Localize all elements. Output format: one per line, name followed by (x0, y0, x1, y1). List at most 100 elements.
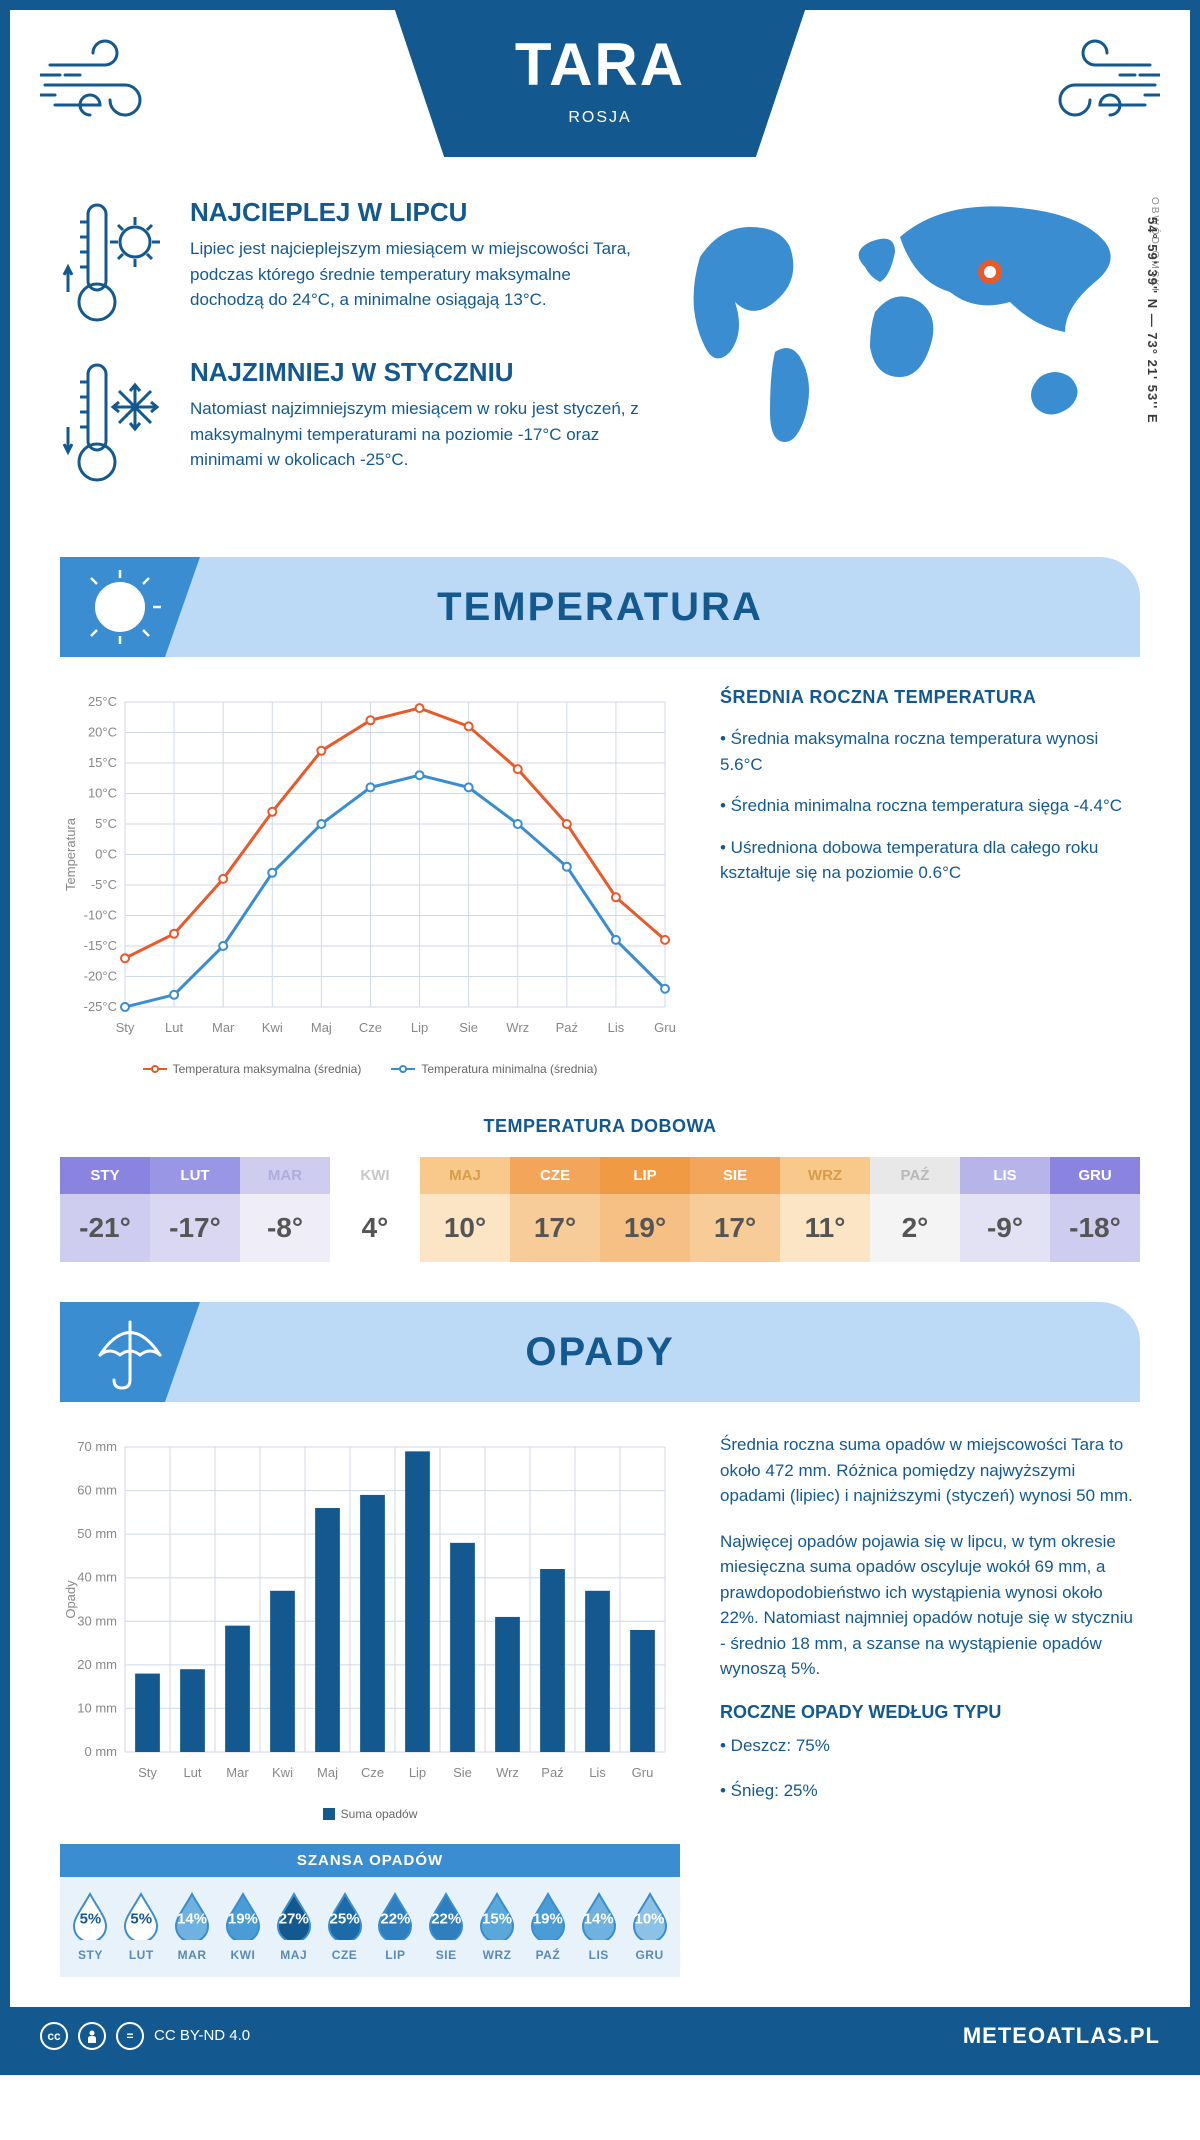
daily-temp-title: TEMPERATURA DOBOWA (10, 1116, 1190, 1137)
brand-name: METEOATLAS.PL (963, 2023, 1160, 2049)
droplet-icon: 14% (173, 1892, 211, 1940)
precip-chance-cell: 15% WRZ (472, 1892, 523, 1962)
svg-text:Sty: Sty (116, 1020, 135, 1035)
precip-chance-cell: 5% LUT (116, 1892, 167, 1962)
precip-chance-cell: 19% KWI (217, 1892, 268, 1962)
droplet-icon: 27% (275, 1892, 313, 1940)
droplet-icon: 22% (427, 1892, 465, 1940)
country-name: ROSJA (515, 109, 685, 127)
license-block: cc = CC BY-ND 4.0 (40, 2022, 250, 2050)
precip-chance-cell: 5% STY (65, 1892, 116, 1962)
svg-text:0 mm: 0 mm (85, 1744, 118, 1759)
header: TARA ROSJA (10, 10, 1190, 157)
svg-text:Gru: Gru (632, 1765, 654, 1780)
precip-type-title: ROCZNE OPADY WEDŁUG TYPU (720, 1702, 1140, 1723)
precipitation-summary: Średnia roczna suma opadów w miejscowośc… (720, 1432, 1140, 1824)
droplet-icon: 25% (326, 1892, 364, 1940)
svg-text:Maj: Maj (311, 1020, 332, 1035)
daily-temp-cell: LUT-17° (150, 1157, 240, 1262)
svg-text:Opady: Opady (63, 1580, 78, 1619)
svg-text:15°C: 15°C (88, 755, 117, 770)
precip-chance-cell: 14% LIS (573, 1892, 624, 1962)
svg-text:20°C: 20°C (88, 725, 117, 740)
svg-text:70 mm: 70 mm (77, 1439, 117, 1454)
daily-temp-cell: CZE17° (510, 1157, 600, 1262)
precip-paragraph: Najwięcej opadów pojawia się w lipcu, w … (720, 1529, 1140, 1682)
svg-text:Kwi: Kwi (262, 1020, 283, 1035)
temperature-chart: -25°C-20°C-15°C-10°C-5°C0°C5°C10°C15°C20… (60, 687, 680, 1076)
coordinates: 54° 59' 39'' N — 73° 21' 53'' E (1145, 217, 1160, 424)
daily-temp-cell: KWI4° (330, 1157, 420, 1262)
sun-icon (60, 557, 200, 657)
precip-legend: Suma opadów (341, 1807, 418, 1821)
droplet-icon: 5% (122, 1892, 160, 1940)
coldest-text: Natomiast najzimniejszym miesiącem w rok… (190, 396, 640, 473)
hottest-title: NAJCIEPLEJ W LIPCU (190, 197, 640, 228)
hottest-text: Lipiec jest najcieplejszym miesiącem w m… (190, 236, 640, 313)
daily-temp-cell: LIP19° (600, 1157, 690, 1262)
droplet-icon: 22% (376, 1892, 414, 1940)
svg-text:Lis: Lis (608, 1020, 625, 1035)
precip-chance-table: SZANSA OPADÓW 5% STY 5% LUT 14% MAR 19% … (60, 1844, 680, 1977)
daily-temp-cell: PAŹ2° (870, 1157, 960, 1262)
infographic-frame: TARA ROSJA (0, 0, 1200, 2075)
droplet-icon: 19% (224, 1892, 262, 1940)
svg-text:Paź: Paź (541, 1765, 563, 1780)
nd-icon: = (116, 2022, 144, 2050)
precip-chance-cell: 10% GRU (624, 1892, 675, 1962)
svg-text:Paź: Paź (556, 1020, 578, 1035)
coldest-title: NAJZIMNIEJ W STYCZNIU (190, 357, 640, 388)
svg-text:Lip: Lip (409, 1765, 426, 1780)
precipitation-heading: OPADY (525, 1330, 674, 1375)
svg-text:40 mm: 40 mm (77, 1570, 117, 1585)
daily-temp-cell: MAR-8° (240, 1157, 330, 1262)
temp-bullet: • Średnia minimalna roczna temperatura s… (720, 793, 1140, 819)
thermometer-hot-icon (60, 197, 170, 327)
svg-text:Sie: Sie (459, 1020, 478, 1035)
precipitation-section: 0 mm10 mm20 mm30 mm40 mm50 mm60 mm70 mmS… (10, 1432, 1190, 1844)
wind-icon (1030, 30, 1160, 145)
precip-type-bullet: • Śnieg: 25% (720, 1778, 1140, 1804)
temp-bullet: • Uśredniona dobowa temperatura dla całe… (720, 835, 1140, 886)
svg-text:Temperatura: Temperatura (63, 817, 78, 891)
location-marker-icon (978, 260, 1002, 284)
svg-text:Lut: Lut (165, 1020, 183, 1035)
precip-chance-cell: 22% LIP (370, 1892, 421, 1962)
svg-text:Kwi: Kwi (272, 1765, 293, 1780)
daily-temp-cell: GRU-18° (1050, 1157, 1140, 1262)
droplet-icon: 19% (529, 1892, 567, 1940)
by-icon (78, 2022, 106, 2050)
daily-temp-cell: WRZ11° (780, 1157, 870, 1262)
svg-text:Maj: Maj (317, 1765, 338, 1780)
svg-text:Lut: Lut (183, 1765, 201, 1780)
svg-text:Sie: Sie (453, 1765, 472, 1780)
thermometer-cold-icon (60, 357, 170, 487)
droplet-icon: 5% (71, 1892, 109, 1940)
svg-text:Lip: Lip (411, 1020, 428, 1035)
precip-chance-cell: 19% PAŹ (522, 1892, 573, 1962)
droplet-icon: 10% (631, 1892, 669, 1940)
wind-icon (40, 30, 170, 145)
droplet-icon: 15% (478, 1892, 516, 1940)
footer: cc = CC BY-ND 4.0 METEOATLAS.PL (10, 2007, 1190, 2065)
droplet-icon: 14% (580, 1892, 618, 1940)
precip-paragraph: Średnia roczna suma opadów w miejscowośc… (720, 1432, 1140, 1509)
precip-chance-cell: 22% SIE (421, 1892, 472, 1962)
svg-text:Mar: Mar (212, 1020, 235, 1035)
svg-text:Gru: Gru (654, 1020, 676, 1035)
svg-text:5°C: 5°C (95, 816, 117, 831)
svg-text:20 mm: 20 mm (77, 1657, 117, 1672)
svg-text:Cze: Cze (359, 1020, 382, 1035)
precipitation-banner: OPADY (60, 1302, 1140, 1402)
temperature-heading: TEMPERATURA (437, 585, 763, 630)
svg-text:-5°C: -5°C (91, 877, 117, 892)
svg-text:30 mm: 30 mm (77, 1613, 117, 1628)
precip-chance-title: SZANSA OPADÓW (60, 1844, 680, 1877)
precip-chance-cell: 27% MAJ (268, 1892, 319, 1962)
precip-type-bullet: • Deszcz: 75% (720, 1733, 1140, 1759)
hottest-block: NAJCIEPLEJ W LIPCU Lipiec jest najcieple… (60, 197, 640, 327)
daily-temp-cell: LIS-9° (960, 1157, 1050, 1262)
temperature-banner: TEMPERATURA (60, 557, 1140, 657)
license-text: CC BY-ND 4.0 (154, 2027, 250, 2044)
svg-text:60 mm: 60 mm (77, 1483, 117, 1498)
